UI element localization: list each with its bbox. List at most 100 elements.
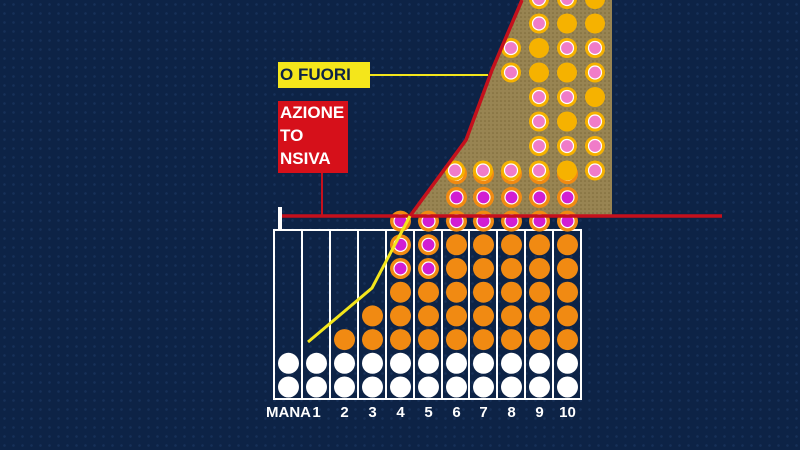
x-tick-label: 7	[479, 404, 487, 421]
orange-dot	[473, 234, 494, 256]
overflow-dot	[587, 163, 603, 178]
overflow-dot	[531, 163, 547, 178]
orange-dot	[557, 329, 578, 351]
red-label-box: AZIONE TO NSIVA	[278, 101, 348, 173]
overflow-dot-solid	[585, 0, 605, 9]
overflow-dot	[503, 40, 519, 56]
orange-dot	[529, 329, 550, 351]
white-dot	[557, 352, 578, 374]
magenta-dot	[393, 261, 408, 276]
magenta-dot	[504, 190, 519, 205]
trend-line	[307, 215, 412, 344]
overflow-dot-solid	[529, 62, 549, 83]
overflow-dot	[475, 163, 491, 178]
overflow-dot	[559, 40, 575, 56]
x-tick-label: 5	[424, 404, 432, 421]
orange-dot	[446, 305, 467, 327]
overflow-dot	[447, 163, 463, 178]
overflow-dot	[531, 89, 547, 105]
white-dot	[501, 376, 522, 398]
white-dot	[334, 376, 355, 398]
orange-dot	[529, 305, 550, 327]
white-dot	[278, 376, 299, 398]
x-tick-label: 4	[396, 404, 405, 421]
magenta-dot	[421, 237, 436, 252]
overflow-dot	[587, 138, 603, 154]
orange-dot	[529, 281, 550, 303]
orange-dot	[418, 305, 439, 327]
magenta-dot	[476, 190, 491, 205]
overflow-dot	[531, 138, 547, 154]
overflow-dot-solid	[585, 87, 605, 107]
magenta-dot	[449, 190, 464, 205]
red-label-line-2: TO	[280, 126, 304, 145]
orange-dot	[446, 258, 467, 279]
white-dot	[390, 376, 411, 398]
white-dot	[418, 376, 439, 398]
white-dot	[473, 376, 494, 398]
white-dot	[557, 376, 578, 398]
overflow-dot	[559, 138, 575, 154]
overflow-dot-solid	[557, 111, 577, 132]
orange-dot	[390, 305, 411, 327]
orange-dot	[529, 234, 550, 256]
orange-dot	[529, 258, 550, 279]
x-tick-label: 2	[340, 404, 348, 421]
overflow-dot-solid	[557, 62, 577, 83]
orange-dot	[473, 258, 494, 279]
orange-dot	[446, 329, 467, 351]
magenta-dot	[421, 261, 436, 276]
overflow-dot-solid	[557, 160, 577, 181]
orange-dot	[473, 329, 494, 351]
white-dot	[362, 376, 383, 398]
white-axis-marker	[278, 207, 282, 229]
white-dot	[418, 352, 439, 374]
x-tick-label: 9	[535, 404, 543, 421]
white-dot	[446, 376, 467, 398]
yellow-label-text: O FUORI	[280, 65, 351, 84]
white-dot	[529, 352, 550, 374]
orange-dot	[501, 329, 522, 351]
white-dot	[390, 352, 411, 374]
white-dot	[362, 352, 383, 374]
overflow-dot	[531, 114, 547, 129]
magenta-dot	[532, 190, 547, 205]
orange-dot	[362, 305, 383, 327]
orange-dot	[473, 305, 494, 327]
overflow-dot	[503, 65, 519, 80]
x-tick-label: 6	[452, 404, 460, 421]
orange-dot	[418, 329, 439, 351]
white-dot	[334, 352, 355, 374]
orange-dot	[557, 234, 578, 256]
orange-dot	[557, 281, 578, 303]
red-label-line-3: NSIVA	[280, 149, 331, 168]
x-tick-label: 1	[312, 404, 320, 421]
orange-dot	[362, 329, 383, 351]
overflow-dot-solid	[557, 13, 577, 34]
x-tick-label: 3	[368, 404, 376, 421]
overflow-dot	[531, 16, 547, 31]
white-dot	[306, 376, 327, 398]
overflow-dot	[559, 0, 575, 7]
white-dot	[529, 376, 550, 398]
white-dot	[278, 352, 299, 374]
orange-dot	[501, 281, 522, 303]
orange-dot	[473, 281, 494, 303]
overflow-boundary-line	[408, 0, 524, 218]
red-label-line-1: AZIONE	[280, 103, 345, 122]
orange-dot	[390, 329, 411, 351]
orange-dot	[446, 234, 467, 256]
overflow-dot-solid	[585, 13, 605, 34]
overflow-dot	[503, 163, 519, 178]
white-dot	[501, 352, 522, 374]
orange-dot	[334, 329, 355, 351]
overflow-dot	[587, 40, 603, 56]
orange-dot	[446, 281, 467, 303]
orange-dot	[557, 258, 578, 279]
x-tick-label: 10	[559, 404, 576, 421]
orange-dot	[501, 305, 522, 327]
overflow-dot	[559, 89, 575, 105]
white-dot	[473, 352, 494, 374]
